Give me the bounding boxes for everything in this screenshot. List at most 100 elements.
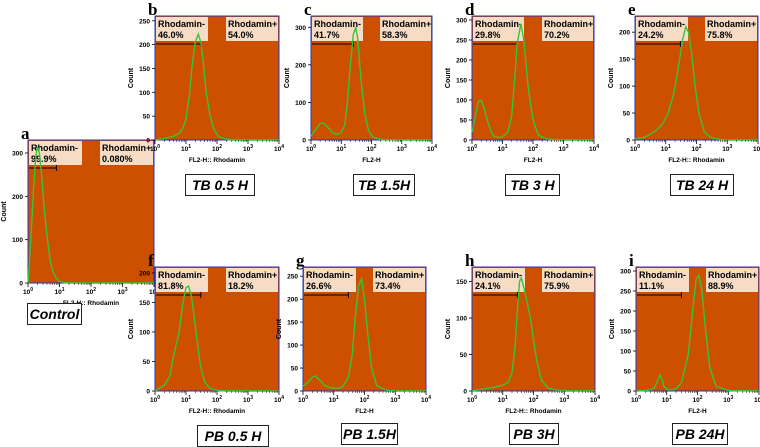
x-tick-label: 102 bbox=[359, 395, 369, 404]
x-axis-label: FL2-H:: Rhodamin bbox=[63, 300, 119, 307]
y-tick-label: 300 bbox=[12, 151, 23, 158]
y-tick-label: 200 bbox=[12, 194, 23, 201]
gate-neg-label: Rhodamin- bbox=[475, 270, 522, 280]
x-tick-label: 102 bbox=[212, 144, 222, 153]
x-tick-label: 102 bbox=[528, 395, 538, 404]
y-tick-label: 200 bbox=[295, 62, 306, 69]
gate-neg-box bbox=[636, 17, 688, 41]
y-tick-label: 200 bbox=[139, 42, 150, 49]
histogram-curve bbox=[302, 275, 426, 392]
y-tick-label: 0 bbox=[463, 138, 467, 145]
x-tick-label: 104 bbox=[421, 395, 431, 404]
y-tick-label: 0 bbox=[626, 138, 630, 145]
panel-letter: e bbox=[628, 0, 636, 19]
gate-neg-percent: 29.8% bbox=[475, 30, 501, 40]
x-axis-label: FL2-H:: Rhodamin bbox=[505, 408, 561, 415]
gate-neg-percent: 81.8% bbox=[158, 281, 184, 291]
x-tick-label: 101 bbox=[497, 144, 507, 153]
panel-letter: c bbox=[304, 0, 312, 19]
y-tick-label: 250 bbox=[620, 289, 631, 296]
caption-c: TB 1.5H bbox=[353, 174, 415, 196]
y-axis-label: Count bbox=[128, 67, 135, 88]
gate-pos-percent: 0.080% bbox=[102, 154, 133, 164]
y-tick-label: 300 bbox=[295, 25, 306, 32]
y-tick-label: 200 bbox=[139, 270, 150, 277]
caption-a: Control bbox=[27, 303, 82, 325]
x-axis-label: FL2-H bbox=[524, 157, 543, 164]
gate-pos-percent: 73.4% bbox=[375, 281, 401, 291]
y-tick-label: 200 bbox=[287, 297, 298, 304]
gate-pos-label: Rhodamin+ bbox=[102, 143, 151, 153]
gate-neg-label: Rhodamin- bbox=[475, 19, 522, 29]
gate-neg-box bbox=[473, 17, 524, 41]
caption-h: PB 3H bbox=[509, 423, 559, 445]
x-tick-label: 103 bbox=[723, 395, 733, 404]
x-tick-label: 100 bbox=[467, 144, 477, 153]
gate-pos-label: Rhodamin+ bbox=[708, 270, 757, 280]
gate-pos-percent: 75.8% bbox=[707, 30, 733, 40]
gate-neg-label: Rhodamin- bbox=[314, 19, 361, 29]
y-tick-label: 150 bbox=[456, 78, 467, 85]
gate-pos-box bbox=[226, 268, 278, 292]
panel-a: aRhodamin-99.9%Rhodamin+0.080%0100200300… bbox=[1, 124, 159, 307]
y-tick-label: 0 bbox=[294, 389, 298, 396]
gate-neg-percent: 11.1% bbox=[639, 281, 664, 291]
gate-pos-label: Rhodamin+ bbox=[228, 19, 277, 29]
gate-pos-box bbox=[100, 141, 153, 165]
x-tick-label: 102 bbox=[692, 395, 702, 404]
histogram-curve bbox=[471, 275, 595, 392]
gate-pos-label: Rhodamin+ bbox=[375, 270, 424, 280]
x-tick-label: 102 bbox=[691, 144, 701, 153]
gate-pos-box bbox=[380, 17, 431, 41]
y-tick-label: 100 bbox=[287, 343, 298, 350]
y-tick-label: 0 bbox=[463, 389, 467, 396]
y-tick-label: 200 bbox=[620, 309, 631, 316]
x-tick-label: 104 bbox=[427, 144, 437, 153]
gate-neg-percent: 24.1% bbox=[475, 281, 501, 291]
caption-e: TB 24 H bbox=[670, 174, 734, 196]
gate-neg-box bbox=[637, 268, 689, 292]
x-tick-label: 100 bbox=[150, 395, 160, 404]
gate-neg-label: Rhodamin- bbox=[158, 270, 205, 280]
y-tick-label: 200 bbox=[619, 30, 630, 37]
panel-letter: g bbox=[296, 251, 305, 270]
caption-i: PB 24H bbox=[672, 423, 728, 445]
y-tick-label: 150 bbox=[619, 57, 630, 64]
caption-d: TB 3 H bbox=[505, 174, 560, 196]
x-tick-label: 103 bbox=[558, 144, 568, 153]
x-tick-label: 103 bbox=[397, 144, 407, 153]
panel-letter: b bbox=[148, 0, 157, 19]
gate-pos-percent: 18.2% bbox=[228, 281, 254, 291]
gate-pos-box bbox=[706, 268, 758, 292]
gate-neg-label: Rhodamin- bbox=[639, 270, 686, 280]
gate-neg-percent: 26.6% bbox=[306, 281, 332, 291]
x-tick-label: 101 bbox=[181, 395, 191, 404]
y-tick-label: 100 bbox=[620, 349, 631, 356]
y-tick-label: 50 bbox=[291, 366, 299, 373]
gate-neg-label: Rhodamin- bbox=[638, 19, 685, 29]
x-tick-label: 100 bbox=[630, 144, 640, 153]
y-tick-label: 50 bbox=[623, 111, 631, 118]
y-tick-label: 50 bbox=[143, 114, 151, 121]
x-tick-label: 103 bbox=[243, 144, 253, 153]
x-tick-label: 102 bbox=[212, 395, 222, 404]
y-tick-label: 150 bbox=[139, 300, 150, 307]
gate-pos-percent: 54.0% bbox=[228, 30, 254, 40]
panel-letter: h bbox=[465, 251, 475, 270]
x-tick-label: 102 bbox=[86, 287, 96, 296]
x-tick-label: 104 bbox=[274, 395, 284, 404]
y-tick-label: 100 bbox=[295, 100, 306, 107]
x-tick-label: 100 bbox=[467, 395, 477, 404]
x-tick-label: 101 bbox=[661, 144, 671, 153]
gate-pos-box bbox=[373, 268, 425, 292]
x-tick-label: 102 bbox=[528, 144, 538, 153]
y-tick-label: 250 bbox=[287, 274, 298, 281]
y-tick-label: 150 bbox=[620, 329, 631, 336]
y-axis-label: Count bbox=[284, 67, 291, 88]
gate-neg-box bbox=[304, 268, 356, 292]
